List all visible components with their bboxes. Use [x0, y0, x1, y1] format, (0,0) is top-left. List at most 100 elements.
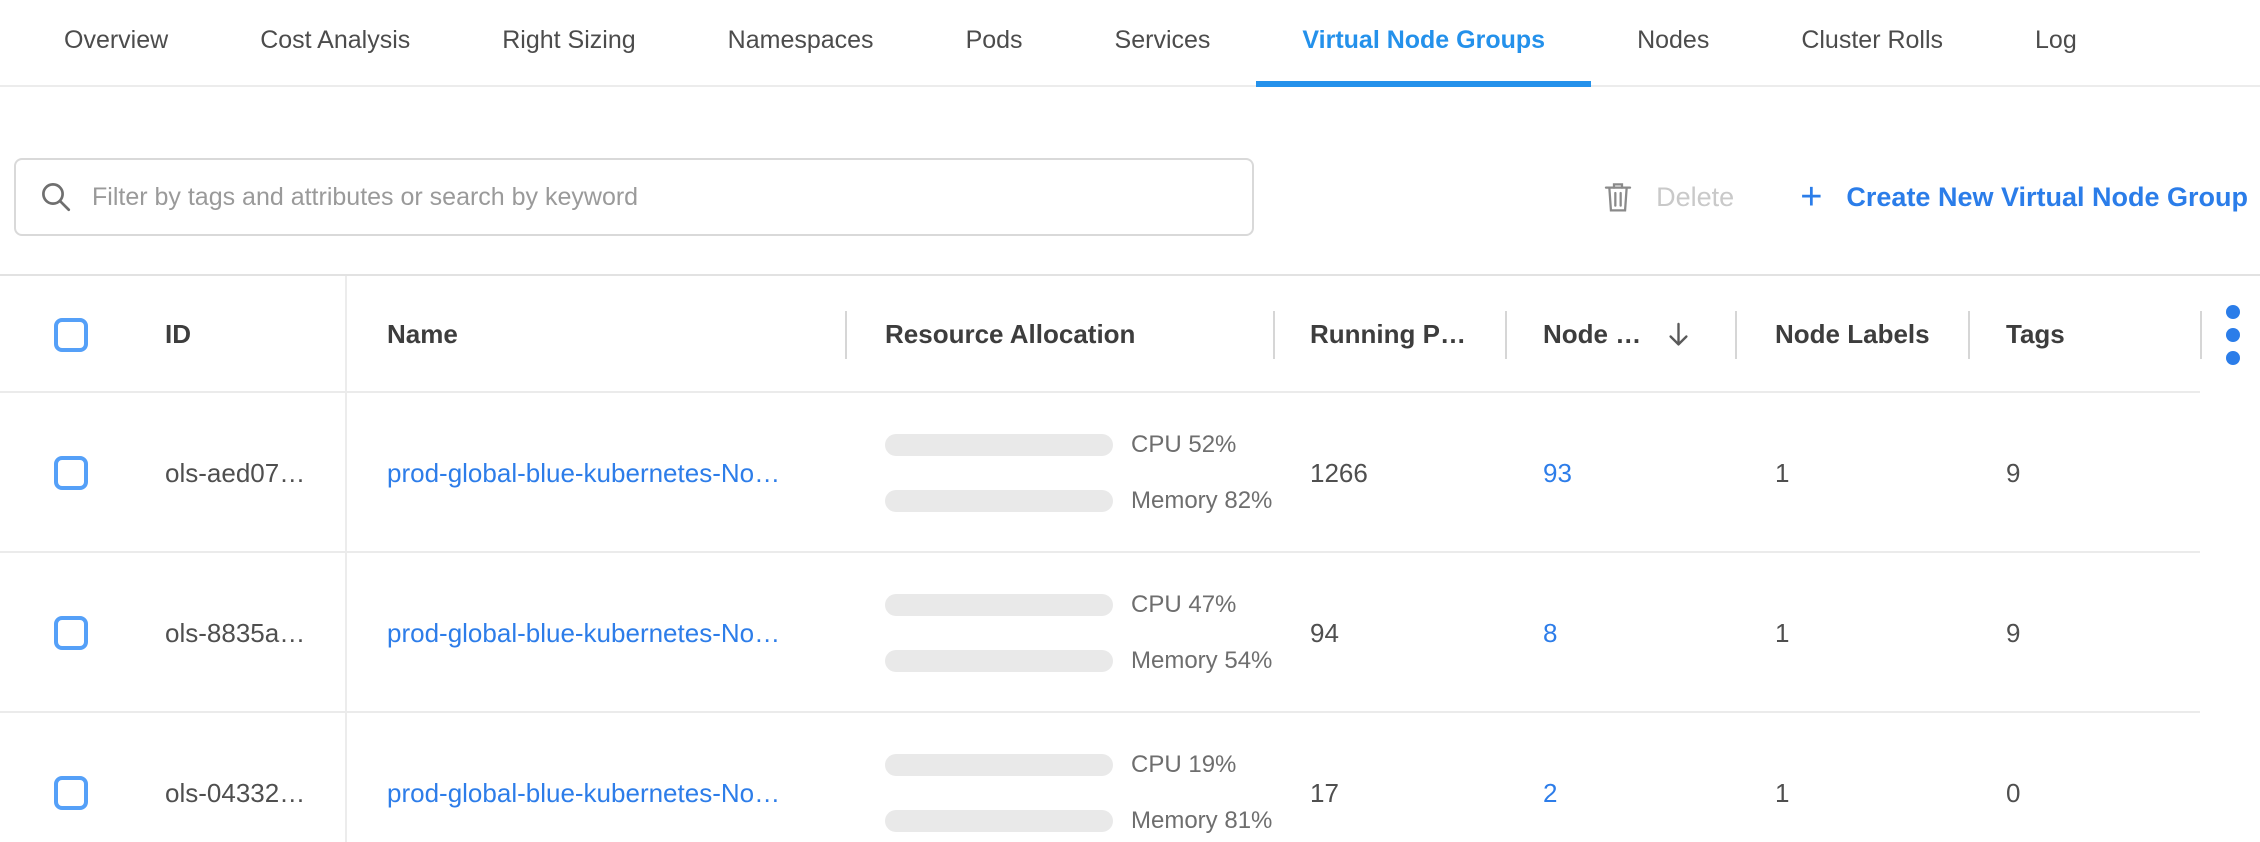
running-pods-value: 94 [1310, 617, 1339, 648]
row-running-pods-cell: 94 [1273, 553, 1505, 713]
row-running-pods-cell: 17 [1273, 713, 1505, 842]
cpu-usage-bar: CPU 19% [885, 751, 1272, 779]
cpu-usage-bar: CPU 52% [885, 431, 1272, 459]
table-row: ols-aed07… prod-global-blue-kubernetes-N… [0, 393, 2260, 553]
row-checkbox[interactable] [54, 456, 88, 490]
row-node-labels-cell: 1 [1735, 393, 1968, 553]
virtual-node-groups-table: ID Name Resource Allocation Running P… N… [0, 274, 2260, 842]
row-nodes-cell: 2 [1505, 713, 1735, 842]
running-pods-value: 1266 [1310, 457, 1368, 488]
row-running-pods-cell: 1266 [1273, 393, 1505, 553]
tab-cluster-rolls[interactable]: Cluster Rolls [1801, 26, 1944, 54]
running-pods-value: 17 [1310, 777, 1339, 808]
row-id-cell: ols-8835a… [130, 553, 345, 713]
delete-button-label: Delete [1656, 181, 1735, 212]
node-labels-value: 1 [1775, 457, 1790, 488]
row-select-cell [0, 393, 130, 553]
row-node-labels-cell: 1 [1735, 713, 1968, 842]
column-settings-kebab-icon[interactable] [2226, 304, 2240, 365]
header-actions-cell [2200, 276, 2260, 393]
row-tags-cell: 9 [1968, 393, 2200, 553]
row-id-cell: ols-04332… [130, 713, 345, 842]
filter-search-input[interactable] [92, 182, 1230, 212]
search-icon [42, 183, 71, 212]
tags-value: 0 [2006, 777, 2021, 808]
arrow-down-icon[interactable] [1665, 320, 1692, 349]
memory-usage-label: Memory 54% [1131, 647, 1273, 674]
row-node-labels-cell: 1 [1735, 553, 1968, 713]
column-header-name[interactable]: Name [345, 276, 845, 393]
row-id-cell: ols-aed07… [130, 393, 345, 553]
header-select-all-cell [0, 276, 130, 393]
row-tags-cell: 0 [1968, 713, 2200, 842]
vng-id: ols-04332… [165, 777, 306, 808]
trash-icon [1605, 183, 1632, 212]
column-header-nodes[interactable]: Node … [1505, 276, 1735, 393]
vng-name-link[interactable]: prod-global-blue-kubernetes-No… [387, 777, 781, 808]
row-resource-cell: CPU 47% Memory 54% [845, 553, 1273, 713]
row-actions-cell [2200, 713, 2260, 842]
tab-log[interactable]: Log [2035, 26, 2077, 54]
row-tags-cell: 9 [1968, 553, 2200, 713]
row-resource-cell: CPU 52% Memory 82% [845, 393, 1273, 553]
create-button-label: Create New Virtual Node Group [1846, 181, 2248, 212]
column-header-resource-allocation[interactable]: Resource Allocation [845, 276, 1273, 393]
filter-search-box[interactable] [14, 158, 1254, 236]
row-checkbox[interactable] [54, 616, 88, 650]
row-nodes-cell: 93 [1505, 393, 1735, 553]
tab-overview[interactable]: Overview [64, 26, 169, 54]
tags-value: 9 [2006, 617, 2021, 648]
memory-usage-label: Memory 82% [1131, 487, 1273, 514]
select-all-checkbox[interactable] [54, 317, 88, 352]
row-name-cell: prod-global-blue-kubernetes-No… [345, 553, 845, 713]
tab-services[interactable]: Services [1114, 26, 1211, 54]
column-header-node-labels[interactable]: Node Labels [1735, 276, 1968, 393]
memory-usage-label: Memory 81% [1131, 807, 1273, 834]
row-resource-cell: CPU 19% Memory 81% [845, 713, 1273, 842]
row-name-cell: prod-global-blue-kubernetes-No… [345, 393, 845, 553]
column-header-running-pods[interactable]: Running P… [1273, 276, 1505, 393]
cpu-usage-label: CPU 19% [1131, 751, 1237, 778]
table-row: ols-04332… prod-global-blue-kubernetes-N… [0, 713, 2260, 842]
nodes-count-link[interactable]: 93 [1543, 457, 1572, 488]
tab-pods[interactable]: Pods [965, 26, 1023, 54]
row-nodes-cell: 8 [1505, 553, 1735, 713]
table-row: ols-8835a… prod-global-blue-kubernetes-N… [0, 553, 2260, 713]
row-checkbox[interactable] [54, 776, 88, 810]
memory-usage-bar: Memory 82% [885, 487, 1272, 515]
nodes-count-link[interactable]: 2 [1543, 777, 1558, 808]
tab-virtual-node-groups[interactable]: Virtual Node Groups [1256, 0, 1592, 87]
vng-name-link[interactable]: prod-global-blue-kubernetes-No… [387, 617, 781, 648]
vng-id: ols-aed07… [165, 457, 306, 488]
vng-id: ols-8835a… [165, 617, 306, 648]
tags-value: 9 [2006, 457, 2021, 488]
toolbar-actions: Delete + Create New Virtual Node Group [1602, 178, 2248, 216]
tab-right-sizing[interactable]: Right Sizing [502, 26, 636, 54]
tab-cost-analysis[interactable]: Cost Analysis [260, 26, 411, 54]
tab-nodes[interactable]: Nodes [1637, 26, 1710, 54]
memory-usage-bar: Memory 54% [885, 647, 1272, 675]
row-actions-cell [2200, 393, 2260, 553]
delete-button[interactable]: Delete [1602, 179, 1734, 215]
row-select-cell [0, 713, 130, 842]
node-labels-value: 1 [1775, 777, 1790, 808]
plus-icon: + [1800, 176, 1823, 218]
column-header-nodes-label: Node … [1543, 319, 1642, 349]
vng-name-link[interactable]: prod-global-blue-kubernetes-No… [387, 457, 781, 488]
table-header-row: ID Name Resource Allocation Running P… N… [0, 276, 2260, 393]
row-select-cell [0, 553, 130, 713]
cpu-usage-label: CPU 52% [1131, 431, 1237, 458]
cpu-usage-label: CPU 47% [1131, 591, 1237, 618]
toolbar: Delete + Create New Virtual Node Group [0, 158, 2260, 236]
main-tabbar: Overview Cost Analysis Right Sizing Name… [0, 0, 2260, 87]
row-name-cell: prod-global-blue-kubernetes-No… [345, 713, 845, 842]
row-actions-cell [2200, 553, 2260, 713]
column-header-tags[interactable]: Tags [1968, 276, 2200, 393]
tab-namespaces[interactable]: Namespaces [727, 26, 874, 54]
nodes-count-link[interactable]: 8 [1543, 617, 1558, 648]
column-header-id[interactable]: ID [165, 319, 191, 349]
create-virtual-node-group-button[interactable]: + Create New Virtual Node Group [1800, 178, 2248, 216]
memory-usage-bar: Memory 81% [885, 807, 1272, 835]
node-labels-value: 1 [1775, 617, 1790, 648]
cpu-usage-bar: CPU 47% [885, 591, 1272, 619]
